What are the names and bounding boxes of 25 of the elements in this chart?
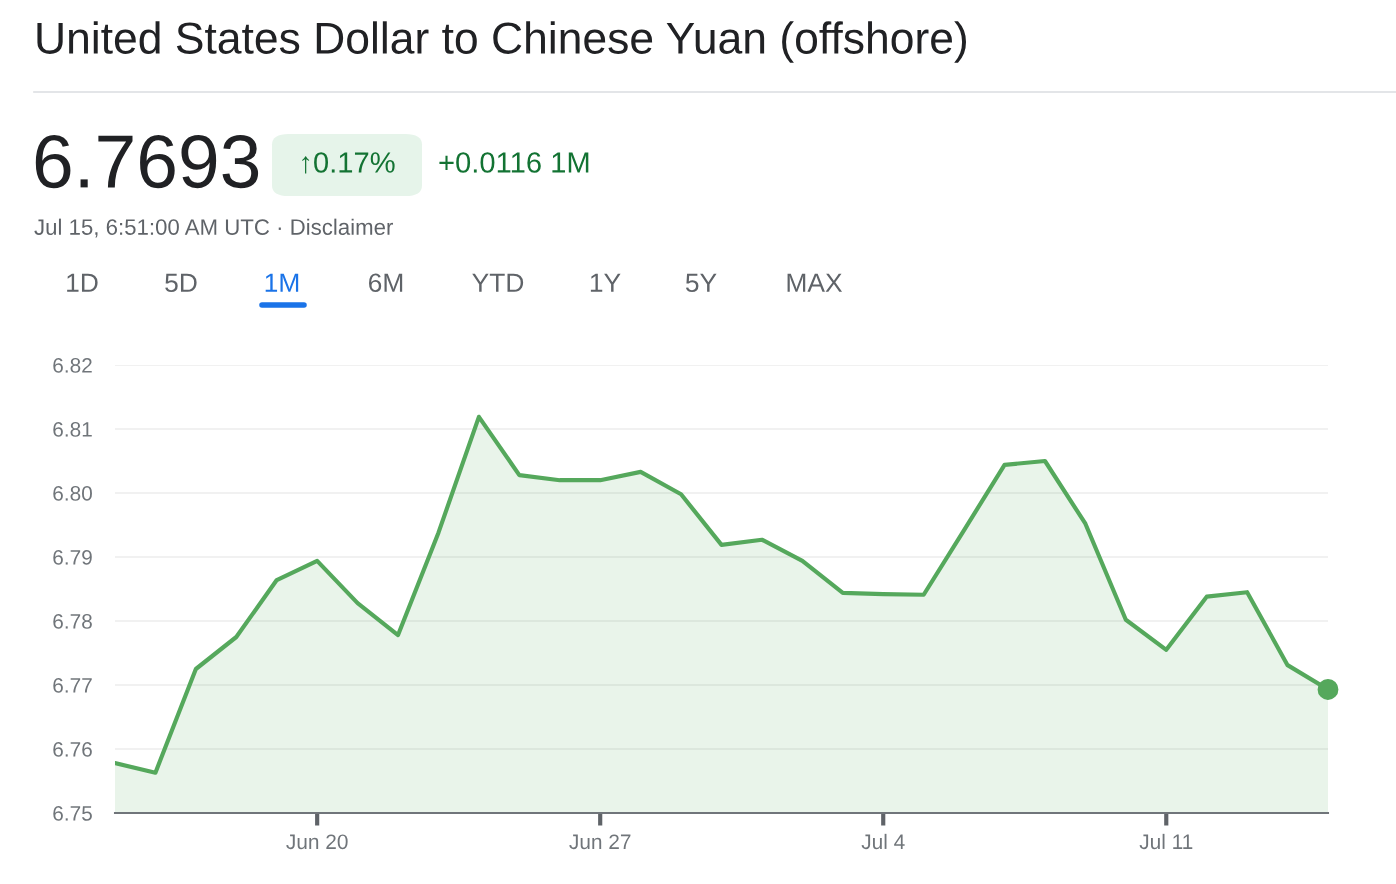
text: 1M bbox=[265, 273, 299, 292]
text: 6M bbox=[369, 273, 403, 293]
text: MAX bbox=[787, 273, 843, 292]
x-tick-label: Jun 27 bbox=[569, 834, 631, 850]
y-tick-label: 6.78 bbox=[53, 614, 92, 629]
y-tick-label: 6.80 bbox=[53, 486, 92, 501]
text: 1Y bbox=[590, 273, 621, 292]
chart-title: United States Dollar to Chinese Yuan (offshore) bbox=[37, 21, 966, 63]
y-tick-label: 6.75 bbox=[53, 806, 92, 821]
text: ↑0.17% bbox=[302, 152, 395, 174]
text: 5Y bbox=[685, 273, 717, 293]
y-tick-label: 6.81 bbox=[53, 422, 92, 437]
y-tick-label: 6.76 bbox=[53, 742, 92, 757]
y-tick-label: 6.82 bbox=[53, 358, 92, 373]
y-tick-label: 6.77 bbox=[53, 678, 92, 693]
y-tick-label: 6.79 bbox=[53, 550, 92, 565]
text: 1D bbox=[67, 273, 98, 292]
x-tick-label: Jun 20 bbox=[286, 834, 348, 850]
text: YTD bbox=[472, 273, 524, 292]
x-tick-label: Jul 4 bbox=[861, 833, 905, 850]
text: Jul 15, 6:51:00 AM UTC · Disclaimer bbox=[34, 218, 394, 238]
x-tick-label: Jul 11 bbox=[1139, 833, 1193, 850]
text: +0.0116 1M bbox=[439, 152, 589, 173]
text: 5D bbox=[165, 273, 197, 293]
text: 6.7693 bbox=[35, 135, 259, 189]
